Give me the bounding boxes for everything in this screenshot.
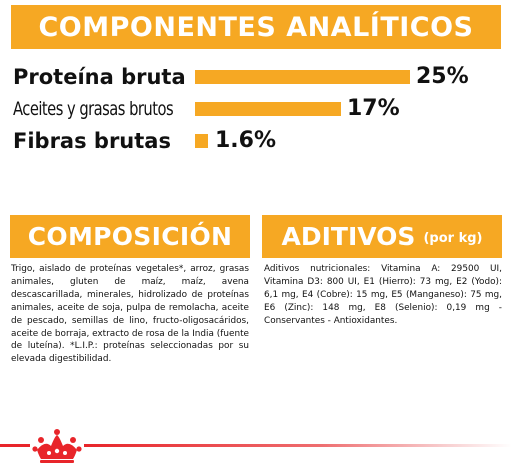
additives-title: ADITIVOS — [281, 222, 416, 251]
analytic-label: Aceites y grasas brutos — [13, 98, 174, 120]
footer-line-left — [0, 444, 30, 447]
composition-banner: COMPOSICIÓN — [10, 215, 250, 258]
analytic-bar — [195, 102, 341, 116]
analytic-row-fiber: Fibras brutas 1.6% — [0, 125, 512, 157]
analytic-bar — [195, 70, 410, 84]
analytic-label: Proteína bruta — [13, 65, 186, 89]
additives-banner: ADITIVOS (por kg) — [262, 215, 502, 258]
analytic-value: 17% — [347, 96, 400, 121]
footer-line-right — [84, 444, 512, 447]
composition-title: COMPOSICIÓN — [27, 222, 233, 251]
additives-title-suffix: (por kg) — [423, 231, 483, 246]
analytics-banner: COMPONENTES ANALÍTICOS — [11, 5, 501, 49]
analytic-value: 25% — [416, 64, 469, 89]
analytic-row-protein: Proteína bruta 25% — [0, 61, 512, 93]
analytic-label: Fibras brutas — [13, 129, 171, 153]
analytic-value: 1.6% — [215, 128, 277, 153]
analytic-row-fats: Aceites y grasas brutos 17% — [0, 93, 512, 125]
analytic-bar — [195, 134, 208, 148]
crown-icon — [32, 429, 82, 463]
analytics-title: COMPONENTES ANALÍTICOS — [38, 11, 474, 43]
additives-text: Aditivos nutricionales: Vitamina A: 2950… — [264, 264, 502, 326]
composition-text: Trigo, aislado de proteínas vegetales*, … — [11, 264, 250, 365]
